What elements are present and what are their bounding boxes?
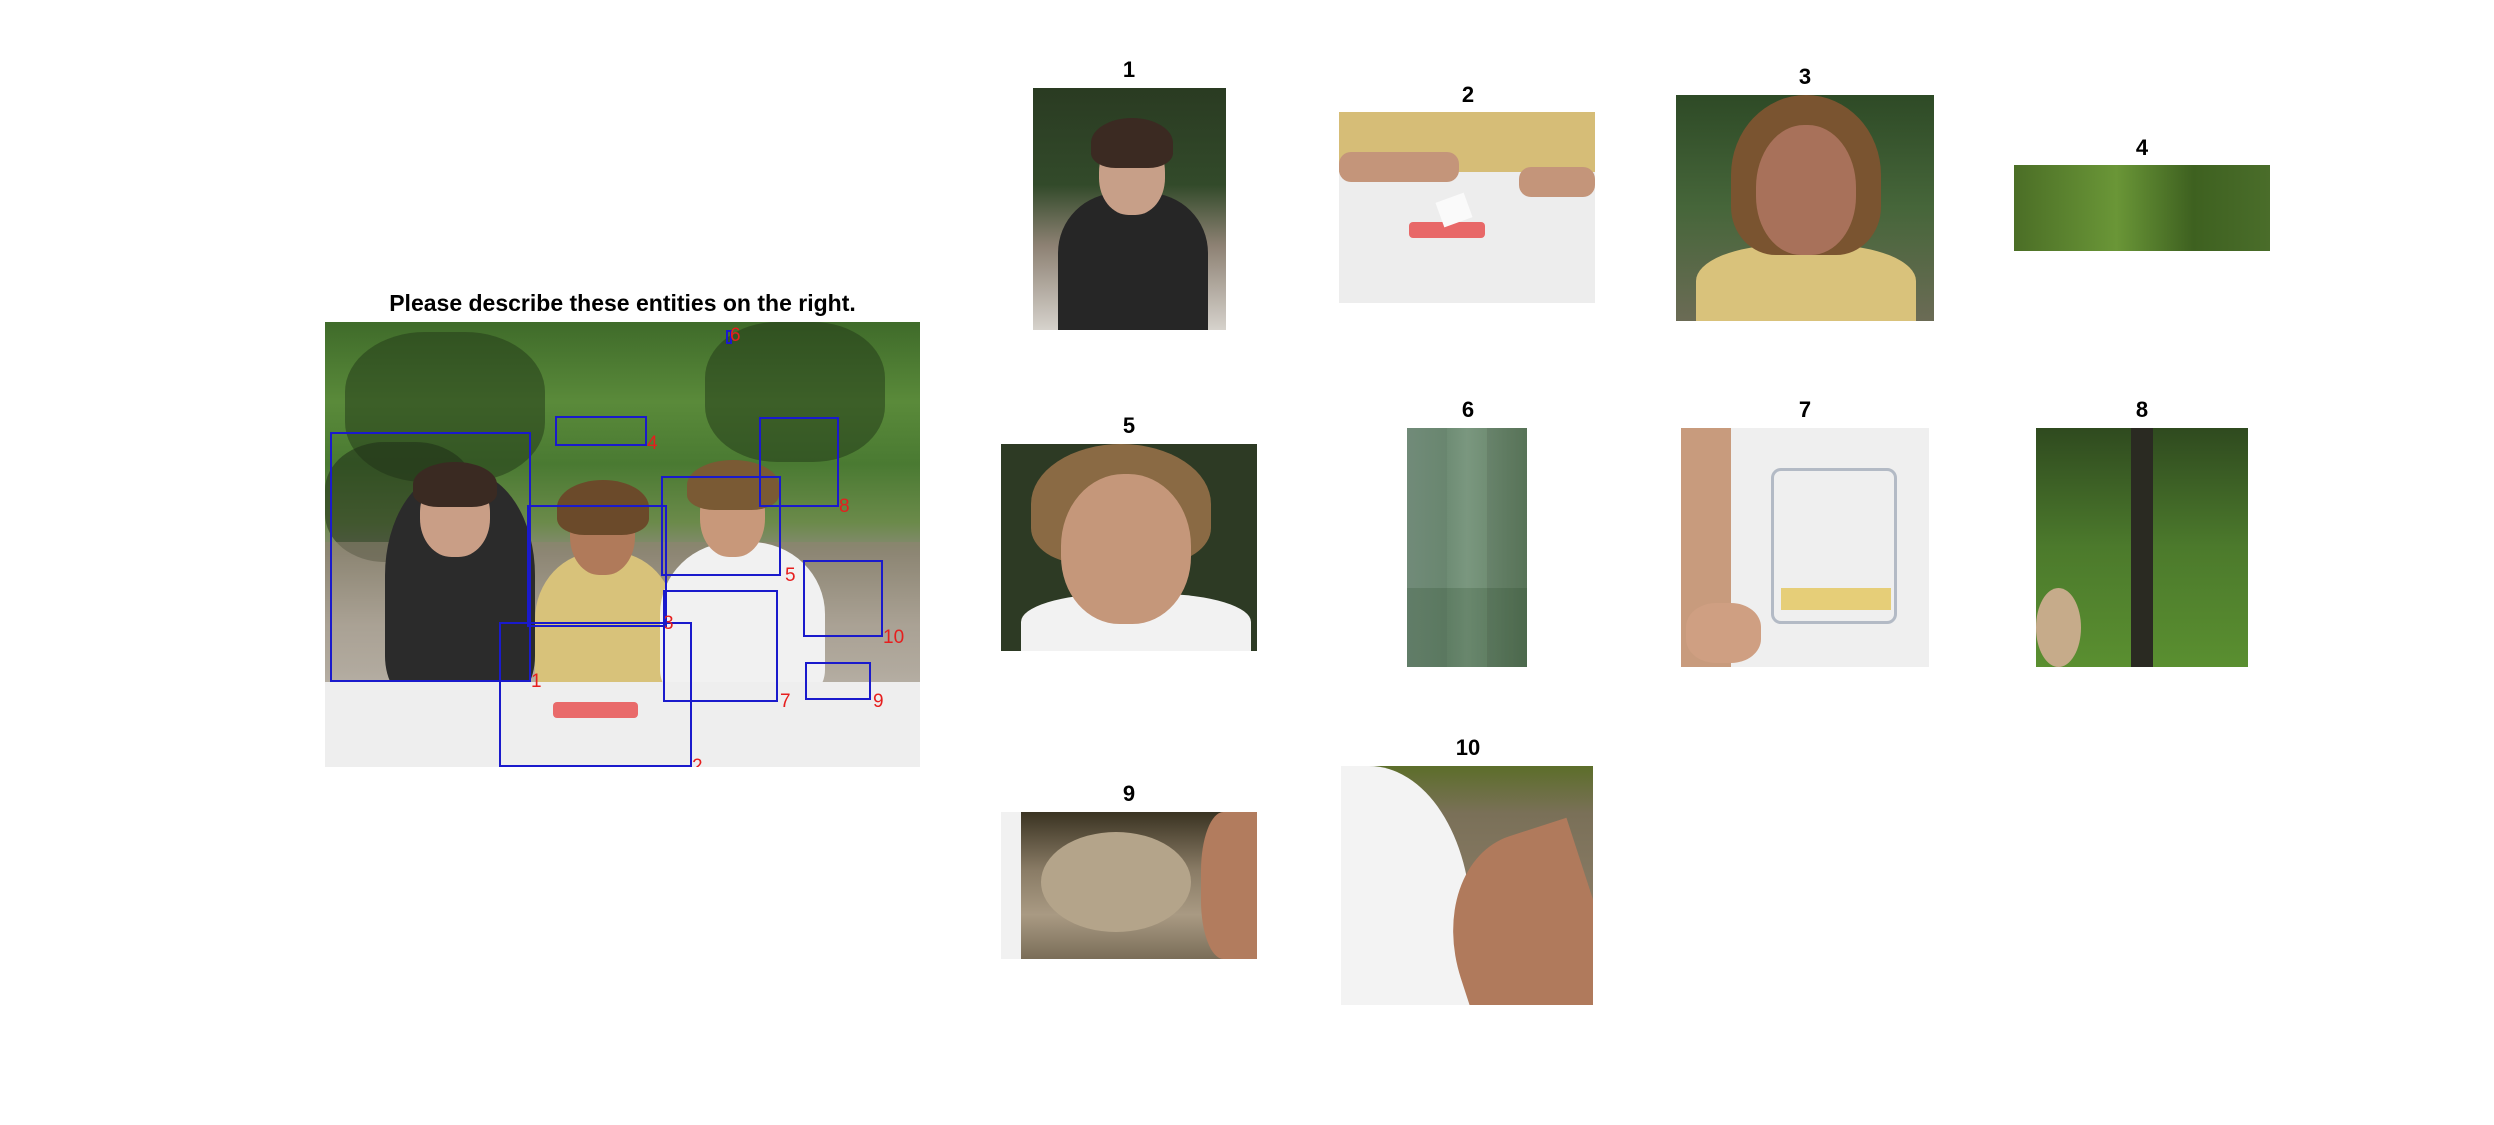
crop-title-5: 5 [1122, 413, 1136, 438]
bbox-7 [663, 590, 778, 702]
bbox-4 [555, 416, 647, 446]
crop-title-4: 4 [2135, 135, 2149, 160]
bbox-1 [330, 432, 531, 682]
bbox-label-4: 4 [647, 433, 658, 454]
bbox-9 [805, 662, 871, 700]
main-photo: 1 2 3 4 5 6 7 8 9 10 [325, 322, 920, 767]
bbox-label-8: 8 [839, 496, 850, 517]
crop-10-arm [1341, 766, 1593, 1005]
bbox-label-10: 10 [883, 627, 905, 648]
crop-3-man-face [1676, 95, 1934, 321]
shirt-edge [1001, 812, 1021, 959]
crop-9-stone [1001, 812, 1257, 959]
pixel-row [1407, 588, 1527, 667]
white-sleeve [1341, 766, 1471, 1005]
pixel-column [1487, 428, 1527, 667]
bbox-5 [661, 476, 781, 576]
crop-title-9: 9 [1122, 781, 1136, 806]
crop-5-young-man [1001, 444, 1257, 651]
man-face [1756, 125, 1856, 255]
bbox-label-3: 3 [663, 613, 674, 634]
candy-box [553, 702, 638, 718]
pixel-column [1407, 428, 1447, 667]
arm [1339, 152, 1459, 182]
tree-foliage [705, 322, 885, 462]
woman-hair [1091, 118, 1173, 168]
crop-title-7: 7 [1798, 397, 1812, 422]
crop-title-8: 8 [2135, 397, 2149, 422]
bbox-10 [803, 560, 883, 637]
crop-title-2: 2 [1461, 82, 1475, 107]
yellow-shirt-figure [535, 552, 675, 702]
bbox-label-2: 2 [692, 756, 703, 768]
hand [1519, 167, 1595, 197]
bbox-label-9: 9 [873, 691, 884, 712]
arm [1201, 812, 1257, 959]
print-banner [1781, 588, 1891, 610]
bbox-label-6: 6 [730, 325, 741, 346]
young-man-hair [687, 460, 779, 510]
bbox-8 [759, 417, 839, 507]
page-title: Please describe these entities on the ri… [389, 290, 856, 316]
fist [1686, 603, 1761, 663]
black-vest [1058, 193, 1208, 330]
crop-4-foliage [2014, 165, 2270, 251]
blurred-hair [2036, 588, 2081, 667]
tree-trunk [2131, 428, 2153, 667]
crop-title-10: 10 [1455, 735, 1481, 760]
bottle-print [1771, 468, 1897, 624]
crop-title-1: 1 [1122, 57, 1136, 82]
yellow-shirt [1696, 245, 1916, 321]
crop-title-6: 6 [1461, 397, 1475, 422]
crop-title-3: 3 [1798, 64, 1812, 89]
bbox-label-1: 1 [531, 671, 542, 692]
table-surface [325, 682, 920, 767]
blurred-rock [1041, 832, 1191, 932]
bbox-label-5: 5 [785, 565, 796, 586]
bbox-6 [726, 330, 732, 344]
crop-2-table [1339, 112, 1595, 303]
bbox-label-7: 7 [780, 691, 791, 712]
bbox-2 [499, 622, 692, 767]
crop-8-tree-trunk [2036, 428, 2248, 667]
woman-hair [413, 462, 497, 507]
crop-7-tshirt [1681, 428, 1929, 667]
crop-6-green-patch [1407, 428, 1527, 667]
crop-1-woman [1033, 88, 1226, 330]
man-hair [557, 480, 649, 535]
candy-box [1409, 222, 1485, 238]
young-man-face [1061, 474, 1191, 624]
bbox-3 [527, 505, 667, 627]
